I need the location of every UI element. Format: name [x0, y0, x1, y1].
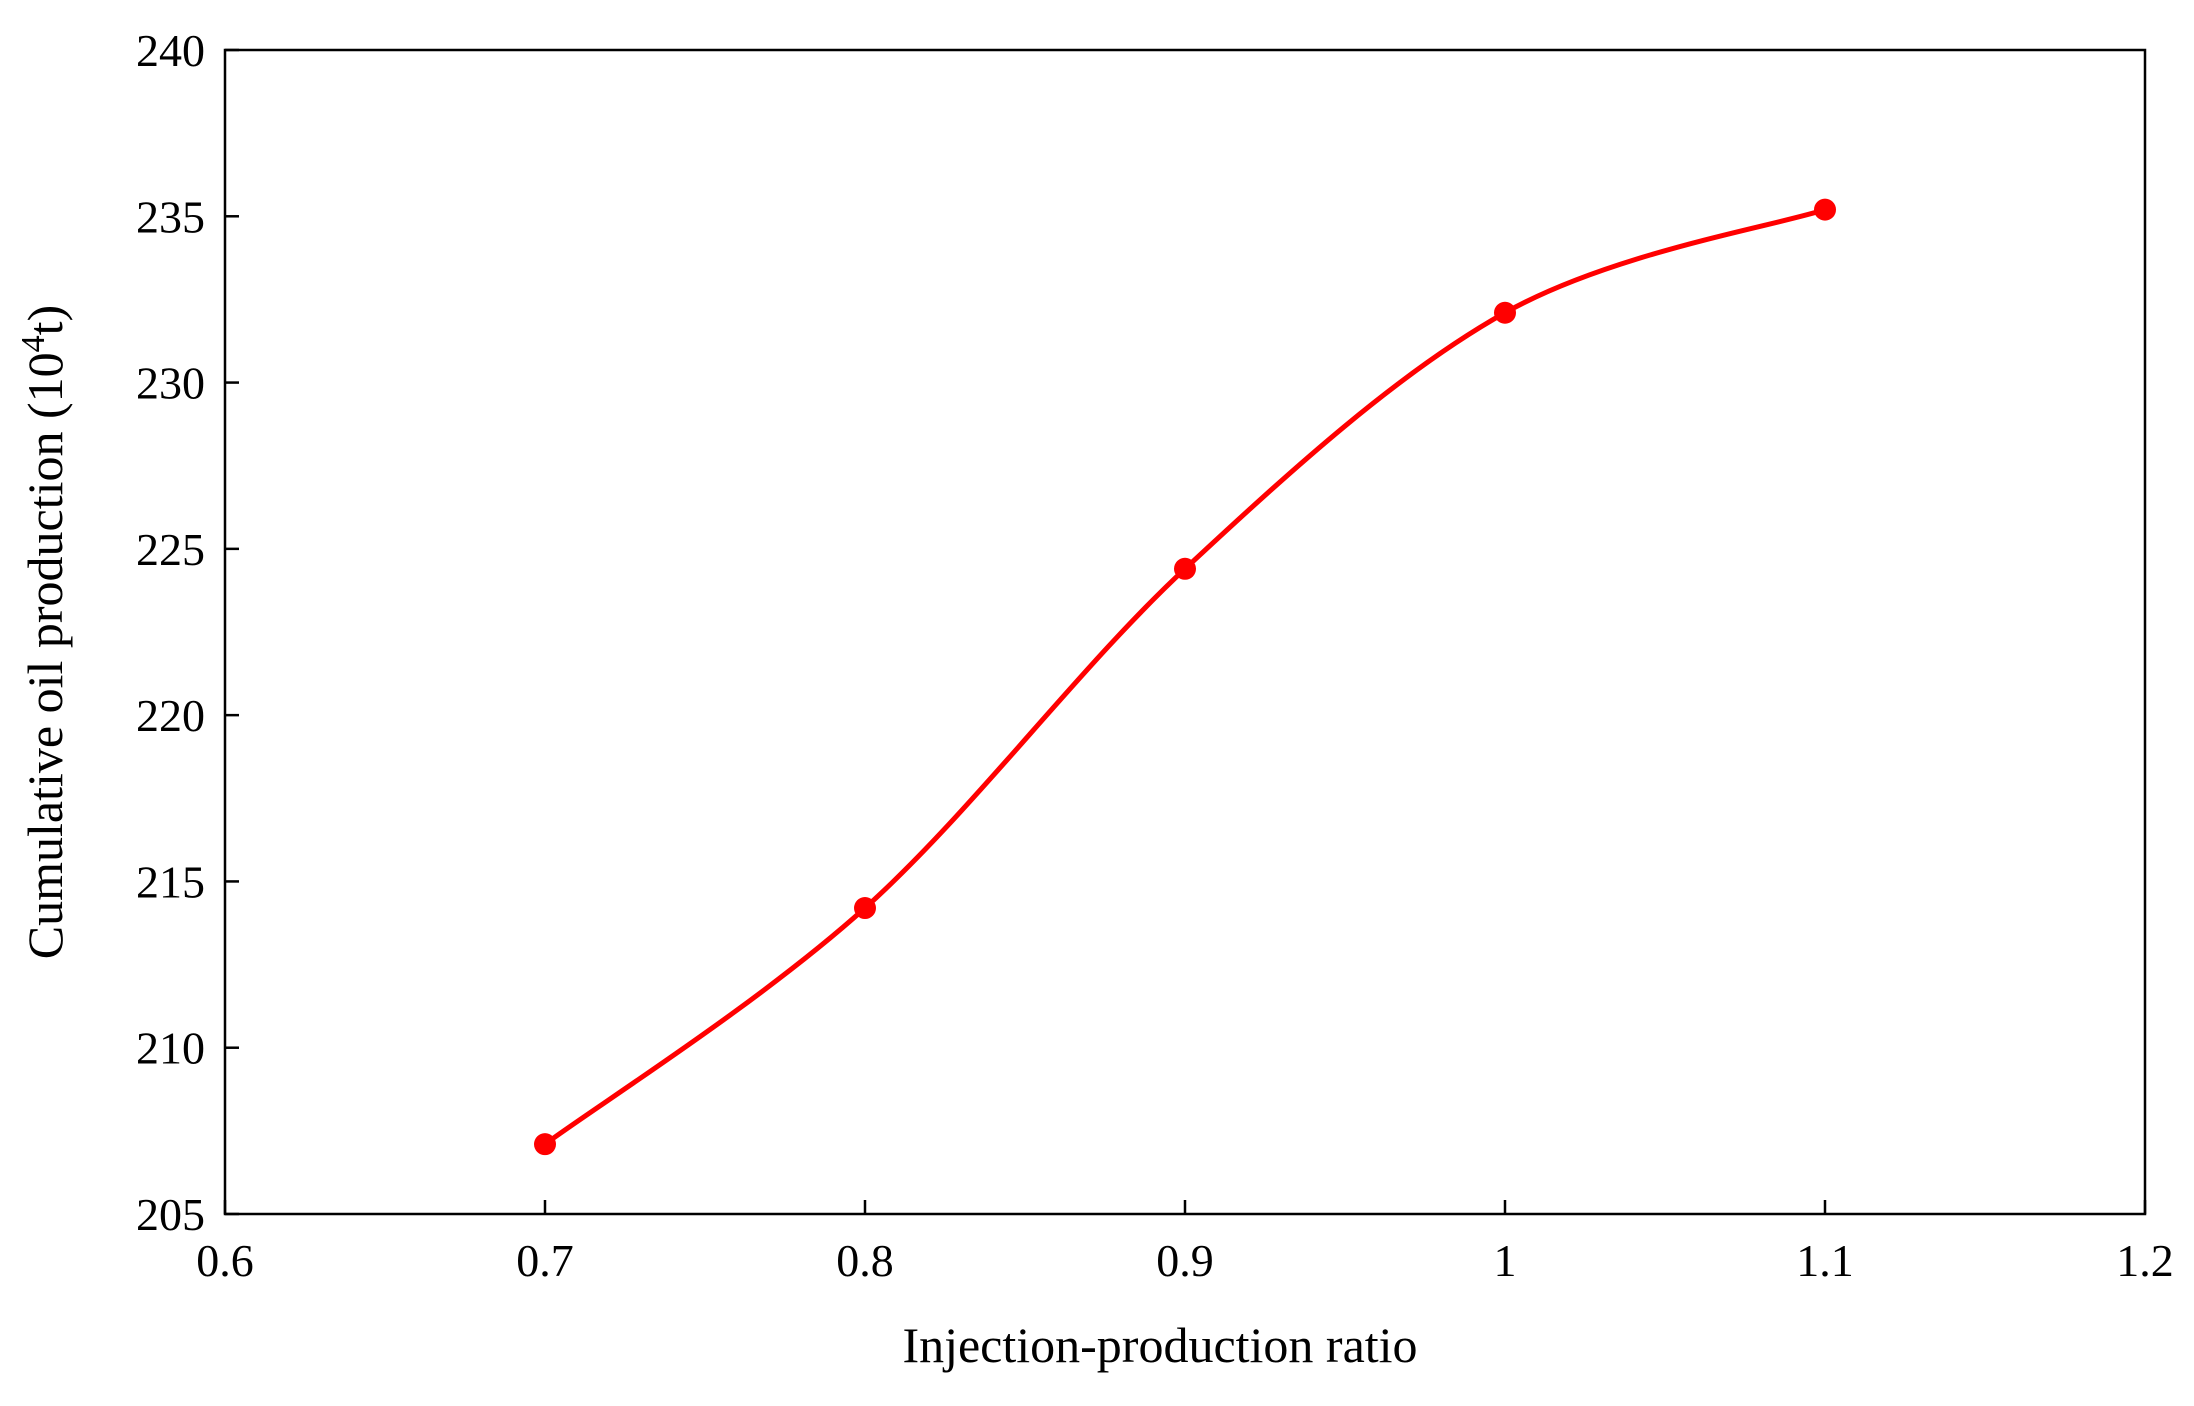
y-axis-title-prefix: Cumulative oil production (10: [17, 352, 73, 959]
plot-frame: [223, 48, 2147, 1216]
y-axis-title: Cumulative oil production (104t): [15, 305, 73, 959]
y-tick-label: 205: [136, 1189, 205, 1240]
y-tick-label: 235: [136, 191, 205, 242]
y-tick-label: 240: [136, 25, 205, 76]
data-point-marker: [854, 897, 876, 920]
y-axis-title-superscript: 4: [15, 335, 52, 352]
series-layer: [534, 198, 1836, 1156]
y-tick-label: 230: [136, 358, 205, 409]
data-point-marker: [1814, 198, 1836, 221]
y-axis-tick-labels: 205 210 215 220 225 230 235 240: [136, 25, 205, 1240]
y-axis-title-suffix: t): [17, 305, 73, 336]
x-axis-tick-labels: 0.6 0.7 0.8 0.9 1 1.1 1.2: [196, 1235, 2174, 1286]
x-tick-label: 1.2: [2116, 1235, 2174, 1286]
x-axis-ticks: [223, 1200, 2147, 1214]
x-tick-label: 0.9: [1156, 1235, 1214, 1286]
x-axis-title: Injection-production ratio: [902, 1317, 1417, 1373]
x-tick-label: 1.1: [1796, 1235, 1854, 1286]
x-tick-label: 0.8: [836, 1235, 894, 1286]
x-tick-label: 0.6: [196, 1235, 254, 1286]
y-tick-label: 215: [136, 856, 205, 907]
y-tick-label: 220: [136, 690, 205, 741]
y-tick-label: 225: [136, 524, 205, 575]
x-tick-label: 0.7: [516, 1235, 574, 1286]
data-point-marker: [1174, 557, 1196, 580]
data-point-marker: [534, 1133, 556, 1156]
x-tick-label: 1: [1494, 1235, 1517, 1286]
y-tick-label: 210: [136, 1023, 205, 1074]
data-point-marker: [1494, 301, 1516, 324]
series-line: [542, 207, 1828, 1147]
y-axis-ticks: [225, 48, 239, 1216]
